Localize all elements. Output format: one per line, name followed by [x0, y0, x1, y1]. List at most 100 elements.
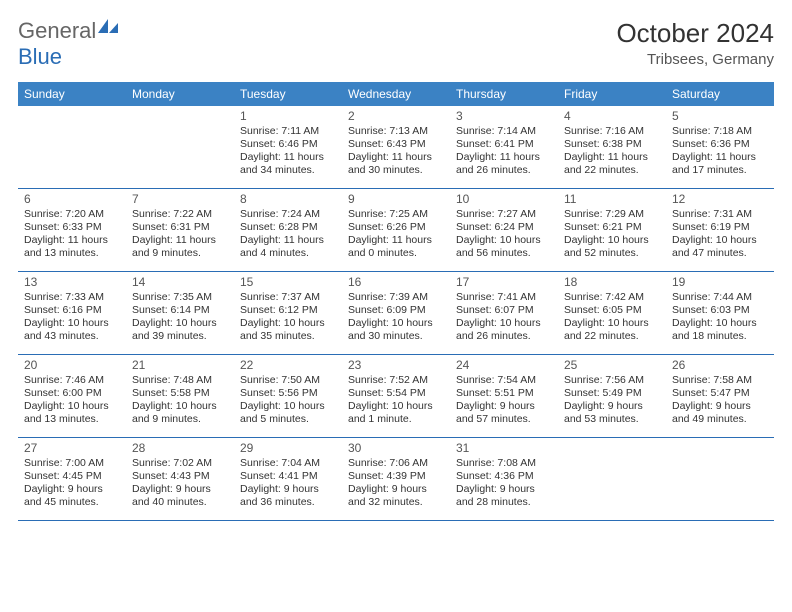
day-info-line: Sunset: 6:26 PM	[348, 221, 444, 234]
day-info-line: Sunset: 6:31 PM	[132, 221, 228, 234]
week-row: 6 Sunrise: 7:20 AMSunset: 6:33 PM Daylight…	[18, 189, 774, 272]
day-info-line: and 36 minutes.	[240, 496, 336, 509]
day-info-line: Sunrise: 7:24 AM	[240, 208, 336, 221]
day-number: 26	[672, 358, 768, 372]
sail-icon	[96, 17, 120, 35]
day-number: 2	[348, 109, 444, 123]
day-info-line: Daylight: 10 hours	[672, 317, 768, 330]
day-cell: 4Sunrise: 7:16 AMSunset: 6:38 PMDaylight…	[558, 106, 666, 188]
day-number: 14	[132, 275, 228, 289]
day-info-line: Sunset: 6:36 PM	[672, 138, 768, 151]
day-info-line: Daylight: 10 hours	[24, 317, 120, 330]
day-info-line: Daylight: 10 hours	[564, 317, 660, 330]
day-info-line: Sunset: 6:14 PM	[132, 304, 228, 317]
day-info-line: and 5 minutes.	[240, 413, 336, 426]
brand-text: General Blue	[18, 18, 120, 70]
day-cell: 31Sunrise: 7:08 AMSunset: 4:36 PMDayligh…	[450, 438, 558, 520]
day-number: 21	[132, 358, 228, 372]
day-info-line: Sunrise: 7:50 AM	[240, 374, 336, 387]
day-number: 13	[24, 275, 120, 289]
weekday-header: Wednesday	[342, 82, 450, 106]
day-number: 19	[672, 275, 768, 289]
location-label: Tribsees, Germany	[616, 51, 774, 68]
page-header: General Blue October 2024 Tribsees, Germ…	[18, 18, 774, 70]
day-info-line: Daylight: 10 hours	[240, 317, 336, 330]
day-info-line: Daylight: 11 hours	[240, 151, 336, 164]
day-info-line: Sunset: 4:36 PM	[456, 470, 552, 483]
day-info-line: Daylight: 9 hours	[132, 483, 228, 496]
day-info-line: Daylight: 10 hours	[132, 400, 228, 413]
day-info-line: and 52 minutes.	[564, 247, 660, 260]
weekday-header: Tuesday	[234, 82, 342, 106]
day-info-line: and 13 minutes.	[24, 413, 120, 426]
day-info-line: Sunrise: 7:44 AM	[672, 291, 768, 304]
day-info-line: and 26 minutes.	[456, 330, 552, 343]
day-number: 3	[456, 109, 552, 123]
day-cell: 19Sunrise: 7:44 AMSunset: 6:03 PMDayligh…	[666, 272, 774, 354]
day-number: 10	[456, 192, 552, 206]
day-number: 24	[456, 358, 552, 372]
day-info-line: Daylight: 9 hours	[564, 400, 660, 413]
calendar-grid: SundayMondayTuesdayWednesdayThursdayFrid…	[18, 82, 774, 521]
day-info-line: Daylight: 10 hours	[564, 234, 660, 247]
day-info-line: Daylight: 11 hours	[240, 234, 336, 247]
day-info-line: and 0 minutes.	[348, 247, 444, 260]
day-cell: 22Sunrise: 7:50 AMSunset: 5:56 PMDayligh…	[234, 355, 342, 437]
day-cell: 2 Sunrise: 7:13 AMSunset: 6:43 PMDaylight…	[342, 106, 450, 188]
day-info-line: and 1 minute.	[348, 413, 444, 426]
day-info-line: Sunrise: 7:08 AM	[456, 457, 552, 470]
day-info-line: and 18 minutes.	[672, 330, 768, 343]
day-info-line: Sunrise: 7:39 AM	[348, 291, 444, 304]
day-cell: 26Sunrise: 7:58 AMSunset: 5:47 PMDayligh…	[666, 355, 774, 437]
day-info-line: Sunrise: 7:56 AM	[564, 374, 660, 387]
day-info-line: Sunrise: 7:02 AM	[132, 457, 228, 470]
day-number: 28	[132, 441, 228, 455]
day-info-line: and 47 minutes.	[672, 247, 768, 260]
day-info-line: Sunrise: 7:58 AM	[672, 374, 768, 387]
day-number: 22	[240, 358, 336, 372]
day-info-line: Sunrise: 7:37 AM	[240, 291, 336, 304]
day-info-line: and 26 minutes.	[456, 164, 552, 177]
day-info-line: Daylight: 9 hours	[456, 400, 552, 413]
day-info-line: Sunset: 6:09 PM	[348, 304, 444, 317]
day-info-line: and 4 minutes.	[240, 247, 336, 260]
day-number: 23	[348, 358, 444, 372]
day-info-line: Daylight: 11 hours	[348, 234, 444, 247]
weeks-container: 1Sunrise: 7:11 AMSunset: 6:46 PMDaylight…	[18, 106, 774, 521]
day-info-line: and 30 minutes.	[348, 330, 444, 343]
day-info-line: Sunrise: 7:33 AM	[24, 291, 120, 304]
weekday-header: Thursday	[450, 82, 558, 106]
day-cell: 29Sunrise: 7:04 AMSunset: 4:41 PMDayligh…	[234, 438, 342, 520]
day-info-line: Sunset: 5:49 PM	[564, 387, 660, 400]
day-info-line: Sunrise: 7:48 AM	[132, 374, 228, 387]
day-info-line: Sunrise: 7:06 AM	[348, 457, 444, 470]
day-info-line: Daylight: 9 hours	[240, 483, 336, 496]
day-number: 5	[672, 109, 768, 123]
day-cell: 30Sunrise: 7:06 AMSunset: 4:39 PMDayligh…	[342, 438, 450, 520]
day-info-line: and 43 minutes.	[24, 330, 120, 343]
day-cell: 14Sunrise: 7:35 AMSunset: 6:14 PMDayligh…	[126, 272, 234, 354]
day-info-line: Sunrise: 7:27 AM	[456, 208, 552, 221]
day-number: 6	[24, 192, 120, 206]
week-row: 13Sunrise: 7:33 AMSunset: 6:16 PMDayligh…	[18, 272, 774, 355]
day-number: 4	[564, 109, 660, 123]
day-info-line: Sunrise: 7:13 AM	[348, 125, 444, 138]
day-info-line: Sunset: 6:24 PM	[456, 221, 552, 234]
calendar-page: General Blue October 2024 Tribsees, Germ…	[0, 0, 792, 531]
day-cell: 23Sunrise: 7:52 AMSunset: 5:54 PMDayligh…	[342, 355, 450, 437]
day-info-line: Sunset: 6:43 PM	[348, 138, 444, 151]
day-info-line: Sunset: 5:51 PM	[456, 387, 552, 400]
day-cell: 13Sunrise: 7:33 AMSunset: 6:16 PMDayligh…	[18, 272, 126, 354]
day-cell: 17Sunrise: 7:41 AMSunset: 6:07 PMDayligh…	[450, 272, 558, 354]
day-info-line: Sunrise: 7:42 AM	[564, 291, 660, 304]
day-number: 20	[24, 358, 120, 372]
brand-part2: Blue	[18, 44, 62, 69]
day-info-line: and 22 minutes.	[564, 330, 660, 343]
day-info-line: Daylight: 11 hours	[348, 151, 444, 164]
day-info-line: Sunset: 6:33 PM	[24, 221, 120, 234]
day-info-line: and 30 minutes.	[348, 164, 444, 177]
day-number: 15	[240, 275, 336, 289]
day-info-line: Sunrise: 7:20 AM	[24, 208, 120, 221]
title-block: October 2024 Tribsees, Germany	[616, 18, 774, 68]
day-info-line: Sunset: 6:46 PM	[240, 138, 336, 151]
